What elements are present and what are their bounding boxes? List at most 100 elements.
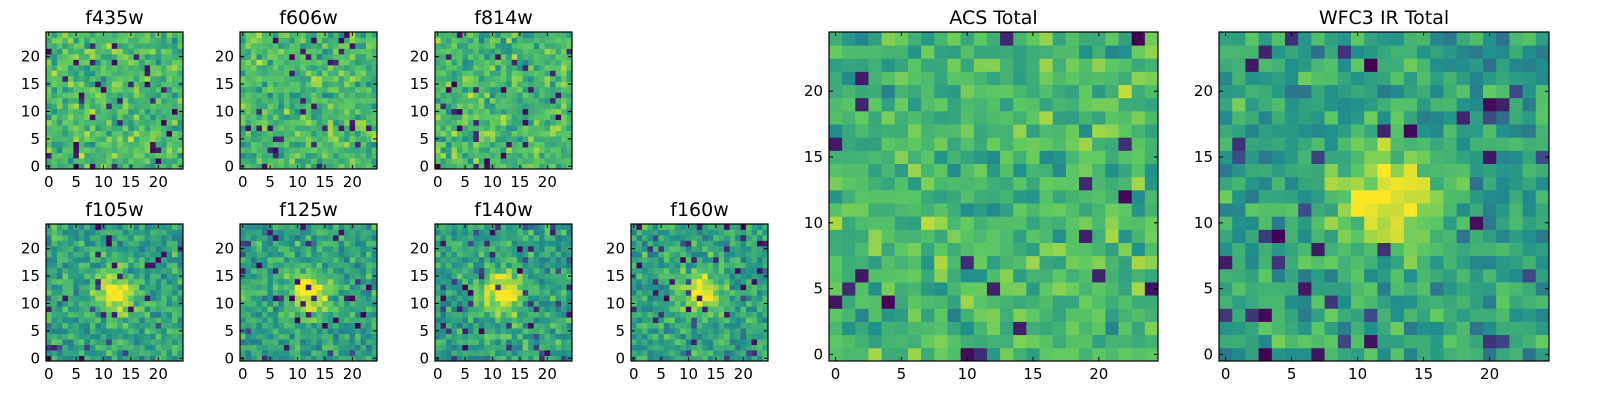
heatmap-cell (51, 289, 58, 296)
heatmap-cell (713, 273, 720, 280)
heatmap-cell (544, 75, 551, 82)
heatmap-cell (451, 295, 458, 302)
heatmap-cell (278, 256, 285, 263)
heatmap-cell (1092, 216, 1106, 230)
heatmap-cell (355, 59, 361, 66)
y-tick-label: 5 (419, 322, 429, 340)
heatmap-cell (56, 130, 63, 137)
heatmap-cell (261, 114, 268, 121)
heatmap-cell (305, 59, 312, 66)
axes-frame (45, 223, 184, 362)
heatmap-cell (462, 53, 469, 60)
heatmap-cell (506, 229, 513, 236)
heatmap-cell (445, 59, 452, 66)
heatmap-cell (139, 42, 146, 49)
heatmap-cell (144, 322, 151, 329)
heatmap-cell (729, 339, 736, 345)
heatmap-cell (696, 229, 703, 236)
heatmap-cell (696, 355, 703, 362)
heatmap-cell (327, 339, 334, 345)
heatmap-cell (371, 267, 378, 274)
heatmap-cell (327, 306, 334, 313)
heatmap-cell (440, 103, 447, 110)
heatmap-cell (78, 295, 85, 302)
heatmap-cell (435, 92, 441, 99)
heatmap-cell (528, 147, 535, 153)
heatmap-cell (456, 42, 463, 49)
heatmap-cell (511, 224, 518, 230)
heatmap-cell (261, 136, 268, 142)
heatmap-cell (78, 245, 85, 252)
heatmap-cell (495, 42, 502, 49)
heatmap-cell (283, 103, 290, 110)
heatmap-cell (283, 317, 290, 324)
heatmap-cell (62, 136, 69, 142)
heatmap-cell (652, 300, 659, 307)
heatmap-cell (456, 147, 463, 153)
heatmap-cell (751, 256, 758, 263)
heatmap-cell (51, 229, 58, 236)
heatmap-cell (166, 147, 173, 153)
heatmap-cell (462, 295, 469, 302)
heatmap-cell (89, 328, 96, 334)
heatmap-cell (366, 333, 372, 340)
heatmap-cell (473, 229, 480, 236)
heatmap-cell (344, 97, 350, 104)
heatmap-cell (128, 97, 135, 104)
heatmap-cell (322, 273, 329, 280)
heatmap-cell (267, 278, 274, 285)
heatmap-cell (751, 344, 758, 351)
heatmap-cell (467, 284, 474, 291)
heatmap-cell (489, 229, 496, 236)
heatmap-cell (344, 81, 350, 88)
heatmap-cell (300, 333, 307, 340)
heatmap-cell (440, 295, 447, 302)
heatmap-cell (106, 53, 113, 60)
heatmap-cell (456, 240, 463, 247)
heatmap-cell (478, 53, 485, 60)
heatmap-cell (907, 189, 922, 204)
heatmap-cells (631, 224, 769, 362)
heatmap-cell (473, 224, 480, 230)
axes-frame (45, 31, 184, 170)
heatmap-cell (267, 70, 274, 77)
heatmap-cell (636, 234, 643, 241)
heatmap-cell (122, 284, 129, 291)
heatmap-cell (305, 42, 312, 49)
heatmap-cell (511, 64, 518, 71)
heatmap-cell (478, 37, 485, 44)
heatmap-cell (166, 262, 173, 269)
heatmap-cell (647, 339, 654, 345)
heatmap-cell (333, 108, 340, 115)
heatmap-cell (166, 289, 173, 296)
heatmap-cell (435, 350, 441, 356)
heatmap-cell (947, 334, 961, 349)
heatmap-cell (360, 81, 367, 88)
heatmap-cell (46, 119, 52, 126)
heatmap-cell (829, 282, 843, 296)
heatmap-cell (122, 163, 129, 170)
heatmap-cell (894, 295, 909, 309)
heatmap-cell (517, 108, 524, 115)
heatmap-cell (855, 150, 869, 164)
heatmap-cell (663, 229, 670, 236)
heatmap-cell (462, 245, 469, 252)
heatmap-cell (478, 245, 485, 252)
heatmap-cell (311, 70, 318, 77)
heatmap-cell (522, 355, 529, 362)
heatmap-cell (128, 125, 135, 132)
heatmap-cell (371, 251, 378, 258)
heatmap-cell (133, 48, 140, 55)
heatmap-cell (663, 256, 670, 263)
heatmap-cell (316, 59, 323, 66)
heatmap-cell (327, 53, 334, 60)
heatmap-cell (84, 136, 91, 142)
heatmap-cell (1039, 216, 1054, 230)
heatmap-cell (322, 103, 329, 110)
heatmap-cell (561, 114, 567, 121)
heatmap-cell (250, 64, 257, 71)
heatmap-cell (150, 229, 156, 236)
heatmap-cell (338, 355, 345, 362)
heatmap-cell (674, 344, 681, 351)
heatmap-cell (133, 64, 140, 71)
